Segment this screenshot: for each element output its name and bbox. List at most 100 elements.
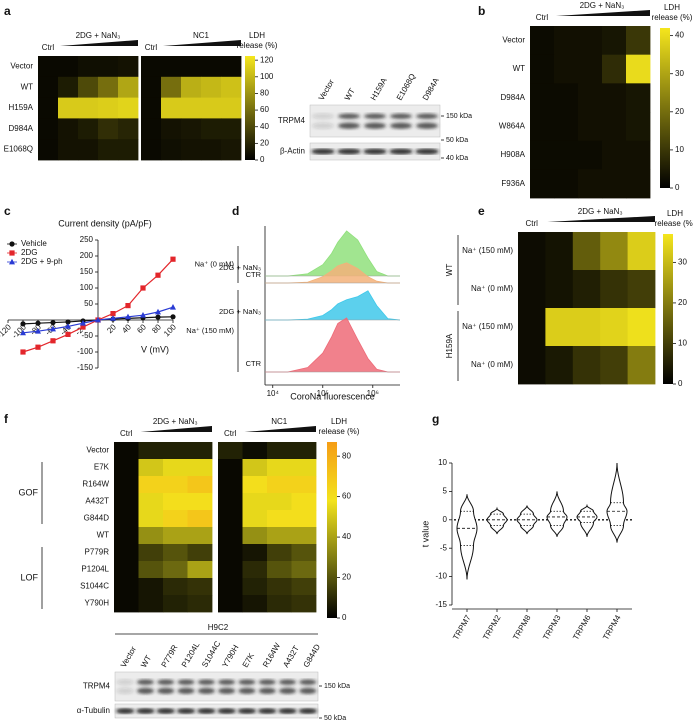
colorbar-tick-label: 10 [678,339,687,348]
heatmap-cell [187,578,213,596]
heatmap-cell [181,56,202,78]
band [337,148,361,155]
heatmap-cell [242,578,268,596]
heatmap-cell [187,561,213,579]
marker [35,344,41,350]
marker [110,315,116,321]
colorbar-tick-label: 40 [342,532,351,541]
x-axis-label: V (mV) [141,344,169,354]
colorbar-label: LDH [664,3,680,12]
heatmap-cell [545,232,574,271]
blot-title: H9C2 [208,623,229,632]
heatmap-cell [627,308,656,347]
band [299,679,317,685]
x-tick-label: 10⁶ [367,389,379,398]
band [238,679,256,685]
heatmap-cell [600,346,628,385]
heatmap-cell [114,493,139,511]
colorbar [327,442,337,618]
heatmap-cell [181,76,202,98]
heatmap-cell [602,112,627,142]
heatmap-cell [602,169,627,199]
heatmap-cell [78,97,99,119]
heatmap-cell [78,118,99,140]
band [338,122,360,129]
colorbar-tick-label: 120 [260,55,274,64]
x-axis-label: CoroNa fluorescence [290,391,375,401]
y-tick-label: 5 [443,487,448,496]
colorbar-label: LDH [249,31,265,40]
heatmap-cell [530,140,555,170]
heatmap-cell [242,459,268,477]
lane-label: P1204L [180,640,202,669]
band [311,148,335,155]
column-label: Ctrl [536,13,549,22]
heatmap-cell [114,561,139,579]
row-label: H159A [9,103,34,112]
band [237,708,257,714]
heatmap-cell [602,54,627,84]
violin [456,494,478,580]
heatmap-cell [267,595,292,613]
band [312,122,334,129]
x-tick-label: -120 [0,322,13,340]
heatmap-cell [58,97,79,119]
panel-label: a [4,4,11,18]
x-tick-label: 10⁴ [267,389,280,398]
heatmap-cell [78,56,99,78]
heatmap-cell [138,544,164,562]
size-marker: 150 kDa [446,113,472,120]
dose-triangle [60,40,138,46]
marker [170,314,176,320]
marker [50,338,56,344]
heatmap-cell [530,26,555,56]
heatmap-cell [572,308,601,347]
size-marker: 150 kDa [324,683,350,690]
heatmap-cell [138,493,164,511]
row-label: S1044C [80,582,109,591]
legend-marker [9,258,15,265]
histogram-area [265,317,400,373]
violin [546,491,568,537]
row-label: Na⁺ (150 mM) [462,322,513,331]
colorbar-label: release (%) [319,427,360,436]
legend-label: 2DG + 9-ph [21,257,63,266]
row-label: WT [97,531,110,540]
bands [116,679,317,694]
band [279,679,297,685]
heatmap-cell [267,493,292,511]
heatmap-cell [554,112,579,142]
marker [125,303,131,309]
blot-panel [114,703,319,719]
series-label: 2DG + NaN₃ [219,307,261,316]
group-label: 2DG + NaN₃ [153,417,198,426]
colorbar-tick-label: 40 [260,122,269,131]
heatmap-cell [578,169,603,199]
heatmap-cell [138,459,164,477]
band [136,679,154,685]
band [416,122,438,129]
histogram-area [265,290,401,321]
colorbar-label: LDH [667,209,683,218]
row-label: D984A [501,93,526,102]
group-label: 2DG + NaN₃ [76,31,121,40]
band [156,708,175,714]
lane-label: D984A [421,76,441,102]
marker [170,256,176,262]
heatmap-cell [218,476,243,494]
heatmap-cell [98,139,119,161]
heatmap-cell [545,270,574,309]
band [157,687,175,694]
heatmap-cell [163,493,188,511]
bands [312,113,438,129]
group-label: Na⁺ (150 mM) [186,326,234,335]
lane-label: S1044C [200,639,222,669]
row-group-label: WT [445,264,454,277]
heatmap-cell [118,97,139,119]
row-label: R164W [82,480,109,489]
heatmap-cell [163,544,188,562]
blot-row-label: α-Tubulin [77,706,110,715]
row-label: Na⁺ (0 mM) [471,360,513,369]
marker [50,319,56,326]
heatmap-cell [291,595,317,613]
